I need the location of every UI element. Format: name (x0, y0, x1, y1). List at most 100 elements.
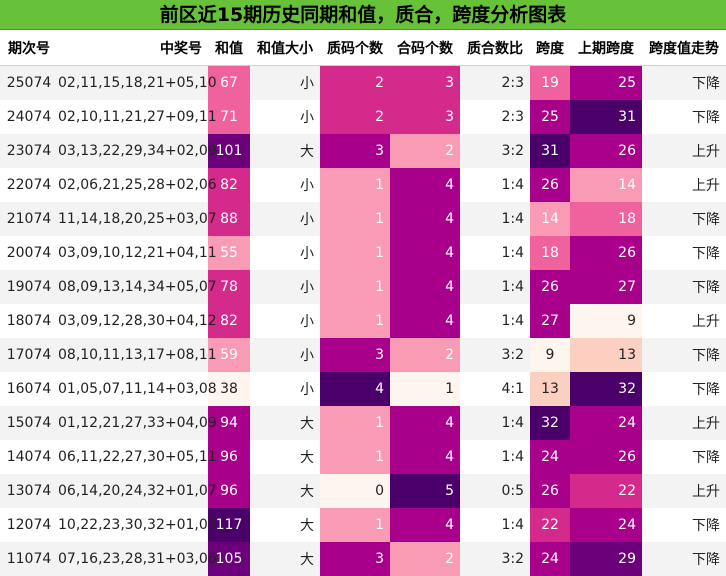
cell-prev-span: 14 (570, 168, 642, 202)
cell-composite: 4 (390, 440, 460, 474)
cell-ratio: 1:4 (460, 168, 530, 202)
cell-span: 26 (530, 168, 570, 202)
cell-trend: 上升 (642, 134, 726, 168)
cell-composite: 4 (390, 168, 460, 202)
cell-issue: 21074 (0, 202, 58, 236)
header-numbers: 中奖号 (58, 30, 208, 66)
cell-numbers: 03,09,10,12,21+04,11 (58, 236, 217, 270)
cell-prev-span: 24 (570, 406, 642, 440)
cell-issue: 17074 (0, 338, 58, 372)
header-sum: 和值 (208, 30, 250, 66)
cell-prev-span: 32 (570, 372, 642, 406)
cell-ratio: 3:2 (460, 338, 530, 372)
cell-prev-span: 26 (570, 236, 642, 270)
table-row: 22074 02,06,21,25,28+02,06 82 小 1 4 1:4 26 14 上升 (0, 168, 726, 202)
cell-issue: 25074 (0, 65, 58, 100)
table-row: 24074 02,10,11,21,27+09,11 71 小 2 3 2:3 25 31 下降 (0, 100, 726, 134)
table-row: 16074 01,05,07,11,14+03,08 38 小 4 1 4:1 13 32 下降 (0, 372, 726, 406)
cell-issue: 11074 (0, 542, 58, 576)
cell-size: 小 (250, 202, 320, 236)
cell-size: 大 (250, 474, 320, 508)
cell-ratio: 1:4 (460, 236, 530, 270)
cell-prev-span: 9 (570, 304, 642, 338)
cell-numbers: 07,16,23,28,31+03,06 (58, 542, 217, 576)
cell-trend: 上升 (642, 406, 726, 440)
cell-prev-span: 24 (570, 508, 642, 542)
cell-numbers: 01,05,07,11,14+03,08 (58, 372, 217, 406)
cell-prime: 1 (320, 168, 390, 202)
table-row: 14074 06,11,22,27,30+05,11 96 大 1 4 1:4 24 26 下降 (0, 440, 726, 474)
cell-ratio: 1:4 (460, 508, 530, 542)
cell-prev-span: 25 (570, 65, 642, 100)
cell-prime: 1 (320, 236, 390, 270)
cell-span: 24 (530, 542, 570, 576)
table-row: 21074 11,14,18,20,25+03,07 88 小 1 4 1:4 14 18 下降 (0, 202, 726, 236)
cell-size: 大 (250, 440, 320, 474)
cell-size: 大 (250, 542, 320, 576)
cell-span: 9 (530, 338, 570, 372)
cell-issue: 24074 (0, 100, 58, 134)
cell-trend: 下降 (642, 542, 726, 576)
cell-span: 19 (530, 65, 570, 100)
header-row: 期次号 中奖号 和值 和值大小 质码个数 合码个数 质合数比 跨度 上期跨度 跨… (0, 30, 726, 66)
cell-ratio: 3:2 (460, 134, 530, 168)
table-row: 20074 03,09,10,12,21+04,11 55 小 1 4 1:4 18 26 下降 (0, 236, 726, 270)
cell-prime: 3 (320, 542, 390, 576)
header-size: 和值大小 (250, 30, 320, 66)
cell-composite: 2 (390, 338, 460, 372)
cell-prime: 1 (320, 406, 390, 440)
page-title: 前区近15期历史同期和值，质合，跨度分析图表 (0, 0, 726, 30)
cell-size: 小 (250, 372, 320, 406)
table-row: 19074 08,09,13,14,34+05,07 78 小 1 4 1:4 26 27 下降 (0, 270, 726, 304)
table-row: 13074 06,14,20,24,32+01,07 96 大 0 5 0:5 26 22 上升 (0, 474, 726, 508)
cell-sum: 101 (208, 134, 250, 168)
table-row: 11074 07,16,23,28,31+03,06 105 大 3 2 3:2 24 29 下降 (0, 542, 726, 576)
header-span: 跨度 (530, 30, 570, 66)
cell-ratio: 1:4 (460, 270, 530, 304)
cell-prime: 4 (320, 372, 390, 406)
cell-span: 26 (530, 270, 570, 304)
cell-ratio: 1:4 (460, 440, 530, 474)
cell-prime: 0 (320, 474, 390, 508)
cell-prime: 3 (320, 134, 390, 168)
cell-issue: 23074 (0, 134, 58, 168)
cell-size: 小 (250, 236, 320, 270)
cell-size: 小 (250, 100, 320, 134)
cell-ratio: 2:3 (460, 100, 530, 134)
table-row: 23074 03,13,22,29,34+02,09 101 大 3 2 3:2 31 26 上升 (0, 134, 726, 168)
table-row: 25074 02,11,15,18,21+05,10 67 小 2 3 2:3 19 25 下降 (0, 65, 726, 100)
cell-prev-span: 26 (570, 440, 642, 474)
cell-composite: 4 (390, 270, 460, 304)
cell-size: 小 (250, 270, 320, 304)
cell-sum: 94 (208, 406, 250, 440)
cell-prime: 2 (320, 65, 390, 100)
cell-prime: 1 (320, 270, 390, 304)
cell-trend: 下降 (642, 65, 726, 100)
cell-sum: 82 (208, 168, 250, 202)
cell-prev-span: 27 (570, 270, 642, 304)
cell-numbers: 03,09,12,28,30+04,12 (58, 304, 217, 338)
cell-sum: 88 (208, 202, 250, 236)
cell-composite: 4 (390, 236, 460, 270)
cell-trend: 下降 (642, 100, 726, 134)
cell-prev-span: 26 (570, 134, 642, 168)
cell-sum: 71 (208, 100, 250, 134)
header-prev-span: 上期跨度 (570, 30, 642, 66)
cell-trend: 上升 (642, 168, 726, 202)
analysis-table: 期次号 中奖号 和值 和值大小 质码个数 合码个数 质合数比 跨度 上期跨度 跨… (0, 30, 726, 576)
cell-ratio: 1:4 (460, 202, 530, 236)
cell-span: 14 (530, 202, 570, 236)
cell-size: 大 (250, 406, 320, 440)
cell-span: 31 (530, 134, 570, 168)
cell-trend: 下降 (642, 236, 726, 270)
cell-numbers: 08,09,13,14,34+05,07 (58, 270, 217, 304)
header-prime: 质码个数 (320, 30, 390, 66)
cell-trend: 下降 (642, 202, 726, 236)
header-composite: 合码个数 (390, 30, 460, 66)
cell-composite: 4 (390, 202, 460, 236)
cell-composite: 3 (390, 100, 460, 134)
cell-numbers: 02,06,21,25,28+02,06 (58, 168, 217, 202)
cell-size: 小 (250, 338, 320, 372)
cell-prev-span: 29 (570, 542, 642, 576)
cell-composite: 4 (390, 406, 460, 440)
